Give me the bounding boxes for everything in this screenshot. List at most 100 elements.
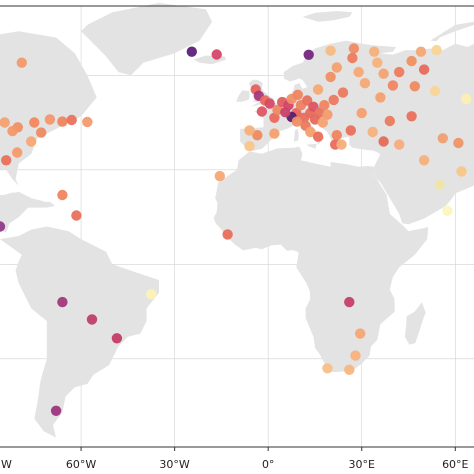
site-marker (36, 127, 47, 138)
land-masses (0, 2, 474, 438)
land-africa (213, 146, 429, 372)
land-madagascar (404, 302, 426, 345)
site-marker (453, 137, 464, 149)
site-marker (418, 64, 430, 75)
site-marker (244, 141, 255, 152)
lon-tick-label: 0° (262, 458, 275, 471)
site-marker (0, 117, 10, 128)
site-marker (269, 112, 280, 124)
site-marker (337, 87, 349, 98)
site-marker (375, 92, 386, 103)
site-marker (305, 126, 316, 138)
site-marker (252, 130, 263, 141)
land-novaya-zemlya (430, 21, 474, 42)
lon-tick-label: 30°E (348, 458, 374, 471)
site-marker (456, 166, 467, 177)
site-marker (66, 114, 77, 126)
site-marker (369, 46, 380, 57)
site-marker (256, 106, 268, 117)
site-marker (384, 115, 395, 127)
site-marker (312, 84, 324, 95)
site-marker (394, 66, 405, 78)
land-hispaniola (36, 201, 55, 208)
site-marker (303, 49, 314, 60)
lon-tick-label: W (1, 458, 12, 471)
lon-tick-label: 60°E (442, 458, 468, 471)
site-marker (57, 116, 68, 127)
site-marker (317, 117, 328, 128)
site-marker (71, 210, 82, 221)
site-marker (437, 133, 448, 144)
site-marker (291, 116, 303, 127)
site-marker (7, 125, 18, 137)
site-markers (0, 43, 472, 416)
site-marker (461, 93, 472, 105)
site-marker (57, 189, 68, 201)
site-marker (394, 139, 405, 150)
site-marker (264, 98, 275, 109)
site-marker (387, 80, 399, 91)
site-marker (378, 68, 389, 79)
site-marker (272, 104, 283, 116)
lon-tick-label: 60°W (66, 458, 96, 471)
site-marker (16, 57, 27, 68)
site-marker (348, 43, 360, 54)
site-marker (12, 147, 23, 158)
land-south-america (0, 226, 159, 438)
site-marker (367, 126, 378, 138)
site-marker (344, 296, 355, 308)
site-marker (359, 78, 371, 89)
site-marker (86, 314, 98, 325)
site-marker (356, 107, 367, 119)
site-marker (345, 125, 356, 136)
site-marker (353, 66, 364, 78)
site-marker (331, 130, 342, 141)
lon-tick-label: 30°W (159, 458, 189, 471)
site-marker (29, 117, 40, 128)
site-marker (350, 350, 361, 361)
site-marker (211, 49, 222, 60)
site-marker (328, 94, 339, 106)
site-marker (325, 45, 336, 56)
site-marker (146, 289, 157, 300)
site-marker (50, 405, 62, 416)
site-marker (431, 44, 442, 56)
longitude-tick-labels: W 60°W 30°W 0° 30°E 60°E (1, 447, 469, 471)
site-marker (336, 139, 347, 150)
site-marker (26, 136, 37, 147)
site-marker (429, 85, 441, 97)
site-marker (355, 328, 366, 339)
site-marker (57, 296, 68, 308)
site-marker (325, 71, 336, 83)
map-frame (0, 5, 474, 448)
land-sicily (306, 143, 317, 149)
land-sardinia-corsica (293, 128, 299, 142)
site-marker (418, 155, 430, 166)
site-marker (442, 205, 453, 216)
site-marker (372, 57, 383, 68)
site-marker (82, 116, 93, 128)
land-svalbard (302, 11, 353, 22)
site-marker (331, 62, 342, 73)
site-marker (222, 229, 233, 240)
site-marker (434, 179, 445, 191)
site-marker (44, 114, 56, 125)
site-marker (244, 125, 255, 136)
site-marker (312, 131, 324, 142)
site-marker (111, 333, 123, 344)
land-ireland (236, 90, 250, 102)
site-marker (269, 128, 280, 139)
site-marker (292, 89, 303, 101)
site-marker (409, 81, 420, 92)
site-marker (280, 107, 291, 118)
site-marker (322, 109, 333, 120)
site-marker (1, 155, 12, 166)
site-marker (322, 363, 333, 374)
site-marker (186, 46, 197, 57)
site-marker (309, 114, 321, 125)
land-cuba (3, 192, 37, 201)
land-north-america (0, 31, 97, 186)
land-greenland (81, 2, 213, 76)
land-central-america-caribbean (0, 191, 53, 233)
